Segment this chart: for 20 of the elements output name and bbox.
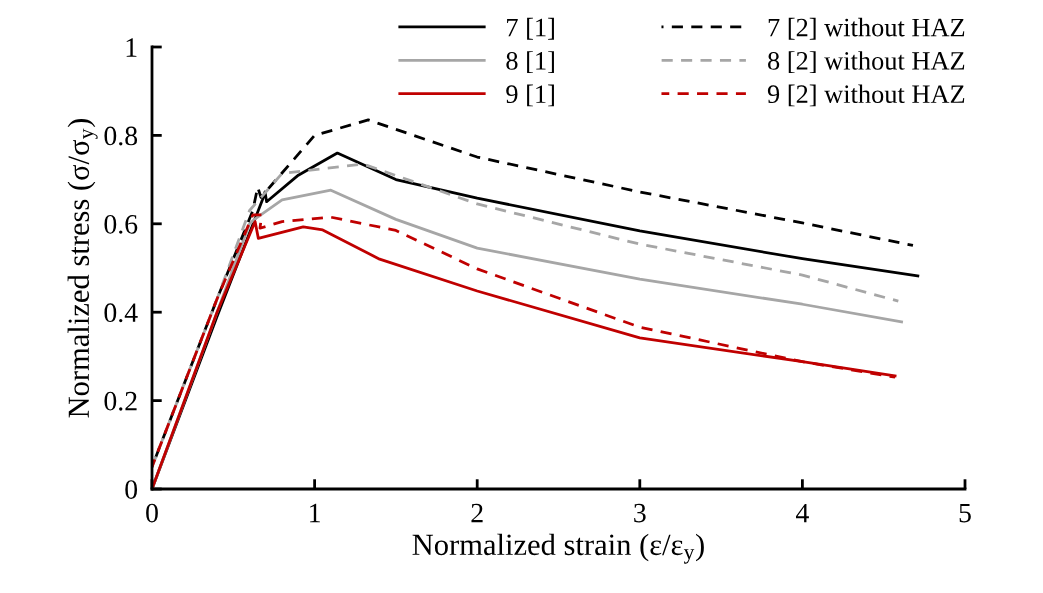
legend-label: 9 [1] — [506, 84, 554, 107]
y-tick-label: 0.4 — [104, 303, 138, 323]
legend-label: 7 [1] — [507, 17, 554, 40]
y-tick-label: 0.8 — [104, 126, 138, 146]
legend-label: 9 [2] without HAZ — [767, 84, 965, 107]
x-tick-label: 5 — [959, 503, 971, 523]
y-tick-label: 1 — [126, 38, 137, 57]
x-tick-label: 2 — [471, 503, 483, 523]
y-tick-label: 0.2 — [104, 391, 137, 411]
y-axis-title: Normalized stress (σ/σ$_{y}$) — [67, 119, 98, 418]
legend-label: 8 [2] without HAZ — [768, 51, 965, 74]
y-tick-label: 0 — [125, 480, 138, 499]
x-axis-title: Normalized strain (ε/ε$_{y}$) — [412, 533, 704, 564]
legend-label: 8 [1] — [506, 51, 554, 74]
x-tick-label: 1 — [310, 503, 320, 523]
y-tick-label: 0.6 — [104, 214, 138, 234]
legend-label: 7 [2] without HAZ — [768, 17, 965, 40]
x-tick-label: 0 — [146, 503, 158, 523]
x-tick-label: 3 — [634, 503, 646, 523]
x-tick-label: 4 — [796, 503, 809, 523]
